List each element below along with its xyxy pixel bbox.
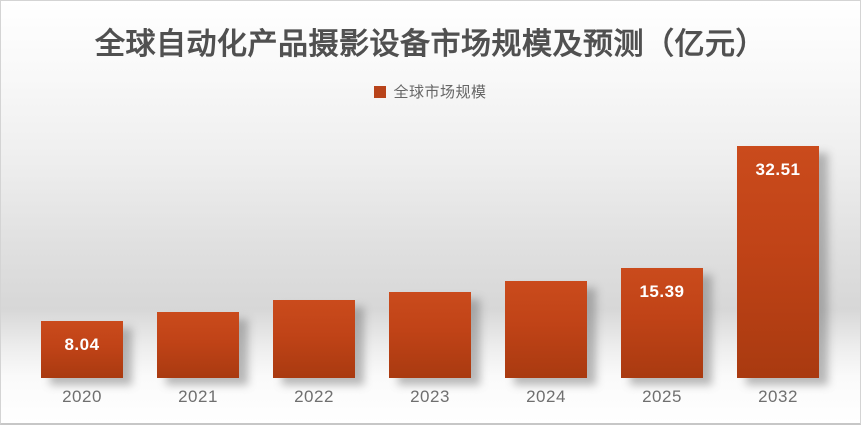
plot-area: 8.04 15.39 32.51 <box>24 1 836 378</box>
plot-column-2032: 32.51 <box>720 1 836 378</box>
bar-2022 <box>273 300 355 378</box>
x-axis-label-2024: 2024 <box>526 387 566 406</box>
plot-column-2021 <box>140 1 256 378</box>
bar-2020: 8.04 <box>41 321 123 378</box>
x-axis-label-2023: 2023 <box>410 387 450 406</box>
bar-2032: 32.51 <box>737 146 819 378</box>
bar-data-label-2032: 32.51 <box>755 160 801 179</box>
bar-2024 <box>505 281 587 378</box>
x-axis-label-2021: 2021 <box>178 387 218 406</box>
x-axis: 2020 2021 2022 2023 2024 2025 2032 <box>24 387 836 411</box>
chart-title: 全球自动化产品摄影设备市场规模及预测（亿元） <box>95 27 766 62</box>
bar-2025: 15.39 <box>621 268 703 378</box>
x-axis-label-2025: 2025 <box>642 387 682 406</box>
x-axis-label-2022: 2022 <box>294 387 334 406</box>
plot-column-2024 <box>488 1 604 378</box>
bar-2023 <box>389 292 471 378</box>
plot-column-2022 <box>256 1 372 378</box>
legend: 全球市场规模 <box>1 81 860 102</box>
bar-data-label-2020: 8.04 <box>64 335 100 354</box>
plot-column-2025: 15.39 <box>604 1 720 378</box>
bar-data-label-2025: 15.39 <box>639 282 685 301</box>
bar-2021 <box>157 312 239 378</box>
plot-column-2023 <box>372 1 488 378</box>
legend-label: 全球市场规模 <box>393 83 487 101</box>
x-axis-label-2032: 2032 <box>758 387 798 406</box>
x-axis-label-2020: 2020 <box>62 387 102 406</box>
plot-column-2020: 8.04 <box>24 1 140 378</box>
legend-swatch-icon <box>374 85 387 98</box>
